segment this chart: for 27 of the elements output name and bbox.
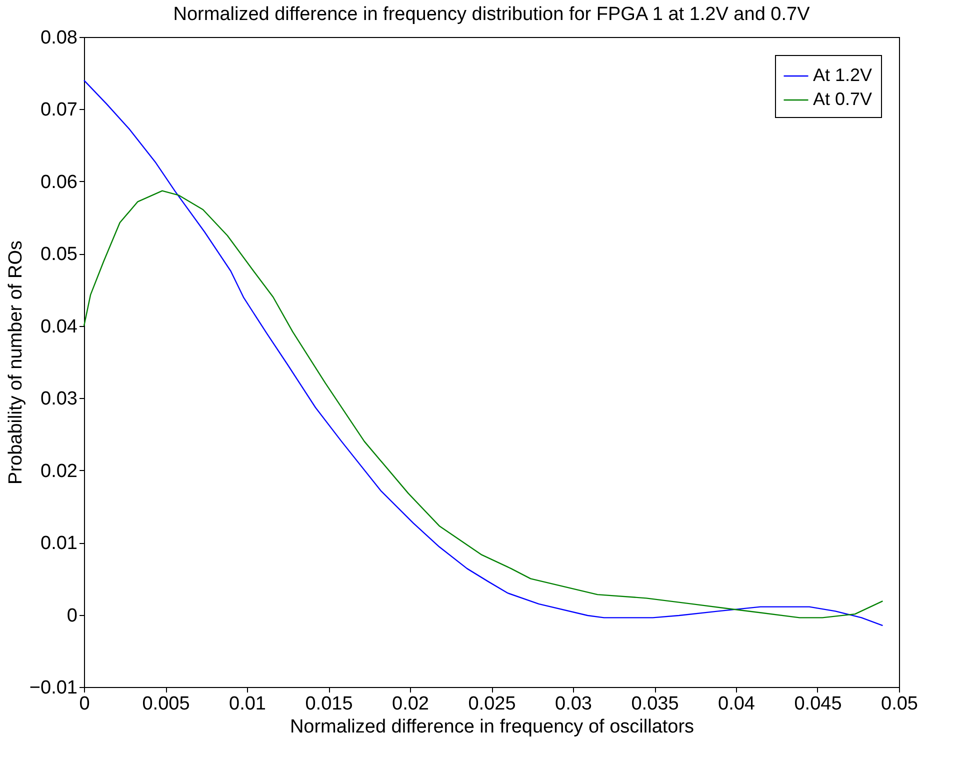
- y-tick-label: 0.08: [40, 28, 78, 48]
- x-tick-label: 0.005: [142, 694, 190, 714]
- y-tick-label: 0.02: [40, 460, 78, 482]
- x-tick-label: 0.01: [229, 694, 266, 714]
- line-series: [83, 190, 884, 618]
- y-tick-label: 0.06: [40, 172, 78, 193]
- y-tick-label: −0.01: [29, 678, 78, 698]
- x-tick-label: 0.015: [305, 694, 353, 714]
- y-tick-label: 0.01: [40, 533, 78, 554]
- y-tick-label: 0.07: [40, 100, 78, 121]
- y-axis-title: Probability of number of ROs: [5, 240, 26, 484]
- line-series: [83, 80, 884, 626]
- y-tick-label: 0: [66, 605, 78, 626]
- y-tick-label: 0.04: [40, 316, 78, 338]
- chart-title: Normalized difference in frequency distribution for FPGA 1 at 1.2V and 0.7V: [173, 4, 810, 25]
- y-tick-label: 0.03: [40, 388, 78, 410]
- x-tick-label: 0.02: [392, 694, 429, 714]
- x-tick-label: 0.035: [631, 694, 679, 714]
- x-tick-label: 0.025: [468, 694, 516, 714]
- x-tick-label: 0.03: [555, 694, 592, 714]
- x-tick-label: 0.04: [718, 694, 756, 714]
- x-tick-label: 0.05: [881, 694, 918, 714]
- legend-label: At 0.7V: [813, 89, 872, 109]
- x-axis-title: Normalized difference in frequency of oscillators: [290, 716, 694, 738]
- y-tick-label: 0.05: [40, 244, 78, 266]
- legend-label: At 1.2V: [813, 65, 872, 85]
- x-tick-label: 0.045: [794, 694, 842, 714]
